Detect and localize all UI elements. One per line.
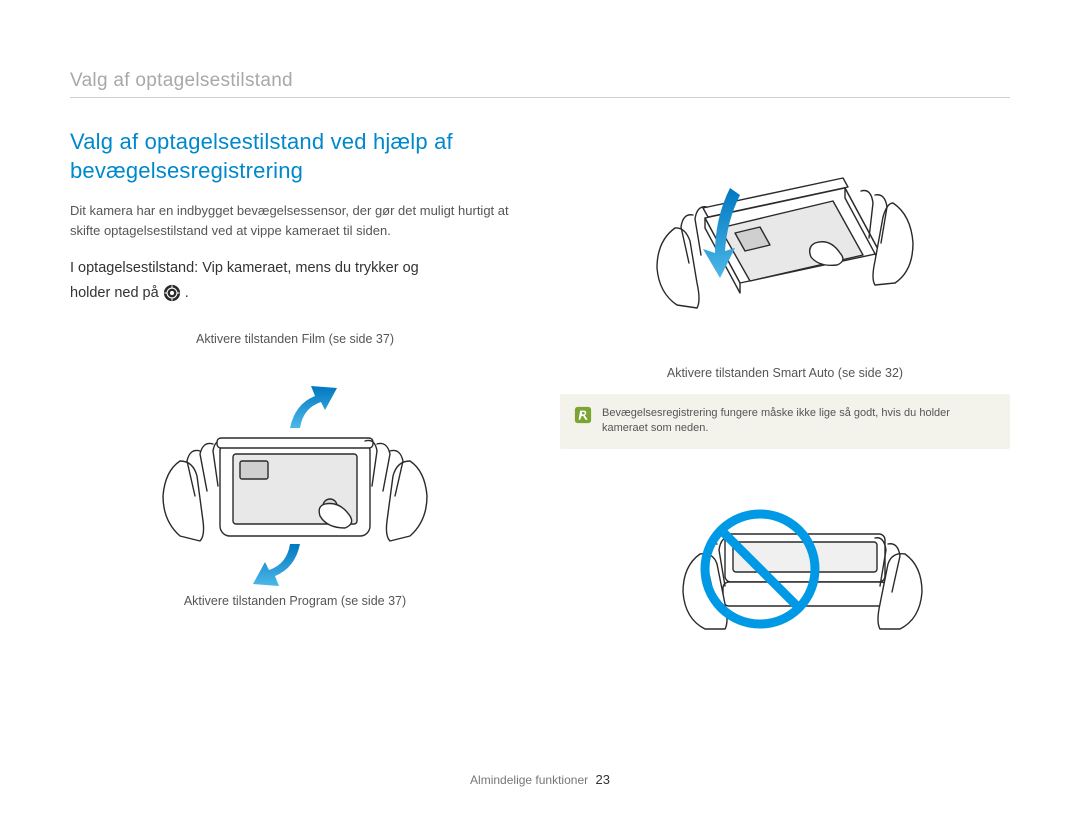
caption-smart-auto: Aktivere tilstanden Smart Auto (se side …	[560, 366, 1010, 380]
instruction-pre: holder ned på	[70, 285, 159, 301]
figure-incorrect-hold	[560, 469, 1010, 669]
note-text: Bevægelsesregistrering fungere måske ikk…	[602, 406, 996, 437]
figure-tilt-down	[560, 128, 1010, 358]
instruction-line-1: I optagelsestilstand: Vip kameraet, mens…	[70, 258, 520, 280]
caption-film-mode: Aktivere tilstanden Film (se side 37)	[70, 332, 520, 346]
page-footer: Almindelige funktioner 23	[0, 772, 1080, 787]
instruction-line-2: holder ned på .	[70, 284, 520, 302]
intro-paragraph: Dit kamera har en indbygget bevægelsesse…	[70, 201, 520, 240]
target-button-icon	[163, 284, 181, 302]
footer-page-number: 23	[595, 772, 609, 787]
content-columns: Valg af optagelsestilstand ved hjælp af …	[70, 128, 1010, 669]
note-box: Bevægelsesregistrering fungere måske ikk…	[560, 394, 1010, 449]
figure-tilt-camera	[70, 356, 520, 586]
running-title: Valg af optagelsestilstand	[70, 70, 1010, 98]
right-column: Aktivere tilstanden Smart Auto (se side …	[560, 128, 1010, 669]
caption-program-mode: Aktivere tilstanden Program (se side 37)	[70, 594, 520, 608]
note-icon	[574, 406, 592, 424]
left-column: Valg af optagelsestilstand ved hjælp af …	[70, 128, 520, 669]
instruction-post: .	[185, 285, 189, 301]
footer-label: Almindelige funktioner	[470, 773, 588, 787]
section-heading: Valg af optagelsestilstand ved hjælp af …	[70, 128, 520, 185]
